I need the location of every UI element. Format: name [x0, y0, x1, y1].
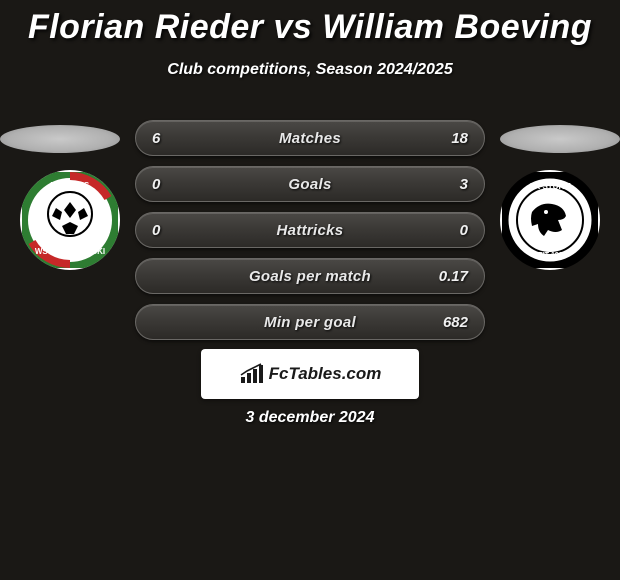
stat-label: Min per goal	[264, 314, 356, 331]
team-crest-left: WSG SWAROVSKI WATTENS	[20, 170, 120, 270]
svg-text:SK STURM: SK STURM	[529, 182, 571, 191]
sturm-graz-crest-icon: SK STURM SEIT 1909	[502, 172, 598, 268]
stat-value-right: 0.17	[439, 268, 468, 285]
wattens-crest-icon: WSG SWAROVSKI WATTENS	[22, 172, 118, 268]
team-crest-right: SK STURM SEIT 1909	[500, 170, 600, 270]
stat-value-left: 0	[152, 176, 160, 193]
subtitle: Club competitions, Season 2024/2025	[0, 61, 620, 79]
stat-label: Goals	[288, 176, 331, 193]
page-title: Florian Rieder vs William Boeving	[0, 0, 620, 47]
stat-value-left: 0	[152, 222, 160, 239]
shadow-ellipse-right	[500, 125, 620, 153]
brand-box: FcTables.com	[201, 349, 419, 399]
brand-text: FcTables.com	[269, 364, 382, 384]
stat-value-left: 6	[152, 130, 160, 147]
stat-row: Matches 6 18	[135, 120, 485, 156]
stat-value-right: 3	[460, 176, 468, 193]
stat-value-right: 0	[460, 222, 468, 239]
stat-value-right: 682	[443, 314, 468, 331]
stat-row: Min per goal 682	[135, 304, 485, 340]
stat-row: Hattricks 0 0	[135, 212, 485, 248]
svg-text:WSG SWAROVSKI: WSG SWAROVSKI	[35, 247, 105, 256]
stat-label: Goals per match	[249, 268, 371, 285]
svg-text:WATTENS: WATTENS	[51, 181, 90, 190]
stat-row: Goals 0 3	[135, 166, 485, 202]
date-text: 3 december 2024	[0, 409, 620, 427]
stat-label: Hattricks	[277, 222, 344, 239]
bar-chart-icon	[239, 363, 265, 385]
svg-text:SEIT 1909: SEIT 1909	[533, 252, 566, 259]
stats-container: Matches 6 18 Goals 0 3 Hattricks 0 0 Goals per ma…	[135, 120, 485, 350]
shadow-ellipse-left	[0, 125, 120, 153]
stat-label: Matches	[279, 130, 341, 147]
stat-value-right: 18	[451, 130, 468, 147]
stat-row: Goals per match 0.17	[135, 258, 485, 294]
